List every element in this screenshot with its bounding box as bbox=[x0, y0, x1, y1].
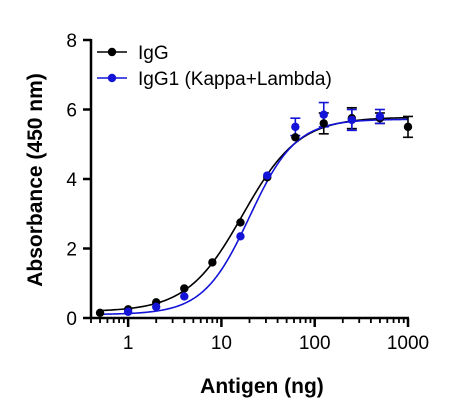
legend-marker-series-1 bbox=[107, 73, 117, 83]
data-point-series-1 bbox=[236, 232, 245, 241]
y-tick-label: 6 bbox=[66, 101, 77, 122]
data-point-series-0 bbox=[236, 218, 245, 227]
data-point-series-1 bbox=[291, 122, 300, 132]
x-axis-title: Antigen (ng) bbox=[200, 375, 324, 398]
y-tick-label: 0 bbox=[66, 309, 77, 330]
data-point-series-0 bbox=[208, 258, 217, 267]
y-tick-label: 2 bbox=[66, 240, 77, 261]
data-point-series-0 bbox=[180, 284, 189, 293]
data-point-series-1 bbox=[263, 171, 272, 180]
x-tick-label: 1 bbox=[123, 333, 134, 354]
x-tick-label: 1000 bbox=[387, 333, 429, 354]
data-point-series-1 bbox=[180, 292, 189, 301]
fit-curves bbox=[100, 116, 409, 316]
x-tick-label: 10 bbox=[211, 333, 232, 354]
legend-marker-series-0 bbox=[107, 47, 117, 57]
data-points bbox=[95, 110, 413, 317]
x-axis-ticks: 1 10 100 1000 bbox=[90, 318, 429, 354]
fit-curve-series-0 bbox=[100, 116, 409, 312]
data-point-series-0 bbox=[291, 133, 300, 142]
y-axis-ticks: 0 2 4 6 8 bbox=[66, 31, 91, 330]
data-point-series-0 bbox=[403, 122, 413, 132]
data-point-series-1 bbox=[319, 110, 328, 119]
data-point-series-0 bbox=[319, 119, 328, 128]
y-tick-label: 8 bbox=[66, 31, 77, 52]
data-point-series-1 bbox=[152, 302, 161, 312]
legend-label-series-1: IgG1 (Kappa+Lambda) bbox=[138, 69, 332, 90]
y-tick-label: 4 bbox=[66, 170, 77, 191]
fit-curve-series-1 bbox=[100, 118, 409, 316]
y-axis-title: Absorbance (450 nm) bbox=[24, 73, 47, 287]
x-tick-label: 100 bbox=[299, 333, 331, 354]
data-point-series-1 bbox=[123, 307, 133, 316]
data-point-series-0 bbox=[95, 308, 105, 317]
data-point-series-1 bbox=[347, 115, 357, 125]
legend-label-series-0: IgG bbox=[138, 43, 169, 64]
data-point-series-1 bbox=[375, 112, 385, 121]
legend: IgG IgG1 (Kappa+Lambda) bbox=[97, 43, 332, 90]
